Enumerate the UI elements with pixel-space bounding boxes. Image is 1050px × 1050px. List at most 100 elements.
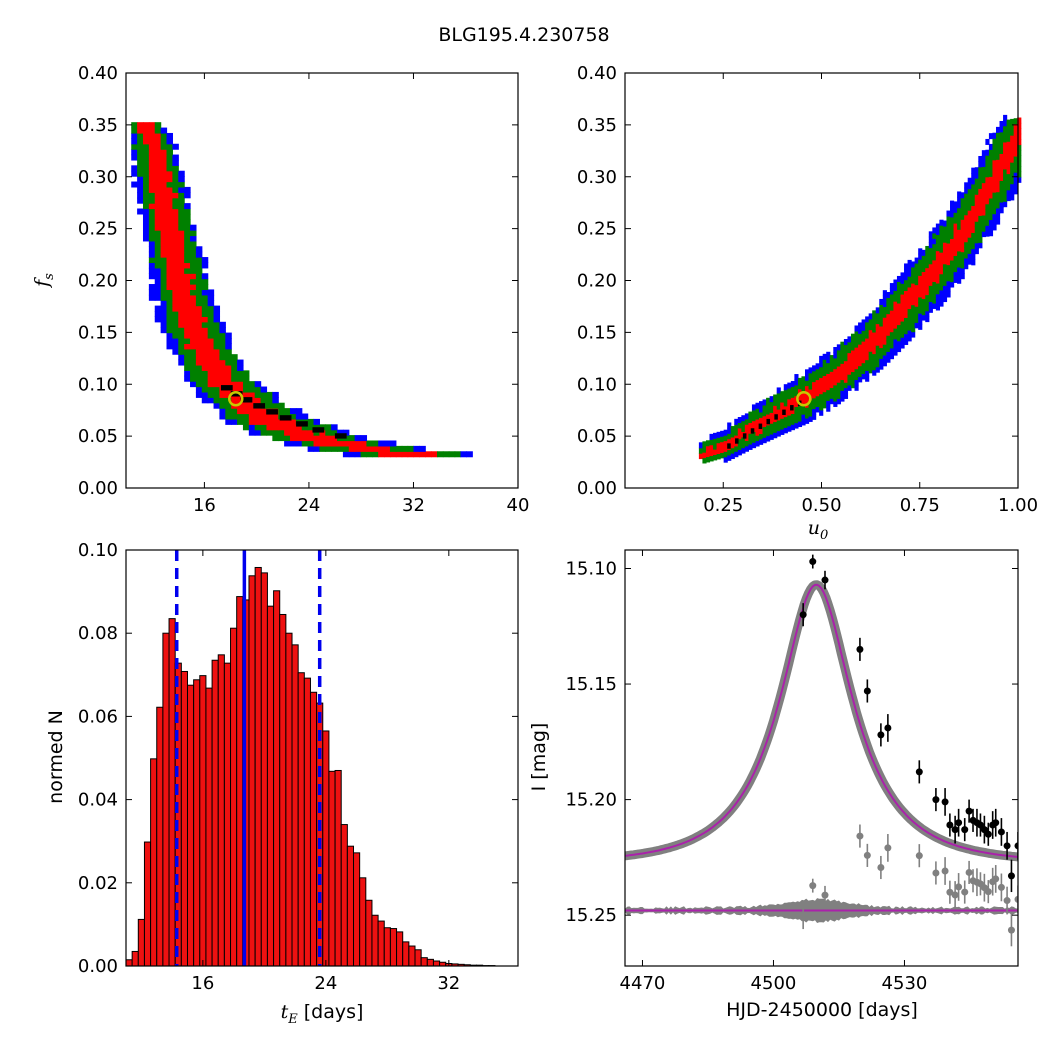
cell-3sigma [854,325,859,332]
cell-3sigma [207,294,215,301]
cell-1sigma [213,359,221,366]
cell-2sigma [932,297,937,304]
cell-2sigma [942,231,948,238]
cell-3sigma [988,133,994,140]
cell-2sigma [201,278,209,285]
cell-2sigma [829,365,834,372]
cell-3sigma [172,348,179,355]
cell-1sigma [843,360,849,367]
cell-2sigma [748,433,753,440]
cell-2sigma [207,305,215,312]
cell-2sigma [896,335,902,342]
cell-2sigma [861,330,866,337]
cell-1sigma [893,317,898,324]
cell-1sigma [904,312,909,318]
cell-2sigma [201,284,209,291]
cell-2sigma [1006,124,1011,131]
cell-2sigma [207,311,215,317]
cell-3sigma [137,208,144,215]
cell-2sigma [971,200,976,207]
cell-2sigma [999,191,1004,198]
cell-2sigma [893,333,898,340]
cell-1sigma [932,259,937,266]
y-tick-label: 15.20 [565,790,617,811]
cell-3sigma [886,292,891,299]
cell-1sigma [148,159,156,166]
cell-2sigma [762,426,767,433]
cell-2sigma [865,321,870,328]
cell-2sigma [184,235,191,242]
cell-1sigma [166,203,173,210]
cell-3sigma [861,319,866,326]
cell-1sigma [172,273,179,280]
cell-2sigma [861,362,866,369]
cell-2sigma [946,269,951,276]
cell-1sigma [858,360,863,367]
cell-3sigma [248,429,256,436]
cell-1sigma [964,214,969,221]
cell-1sigma [154,176,162,183]
cell-2sigma [184,240,191,247]
cell-3sigma [953,271,958,278]
cell-1sigma [154,203,162,210]
cell-2sigma [762,431,767,438]
cell-2sigma [190,230,197,237]
cell-1sigma [971,221,976,228]
cell-3sigma [939,300,944,307]
cell-2sigma [950,232,955,239]
cell-1sigma [160,170,168,177]
cell-3sigma [964,263,969,270]
cell-3sigma [889,353,895,360]
cell-2sigma [195,364,203,371]
cell-1sigma [829,371,834,378]
cell-2sigma [882,311,887,318]
cell-1sigma [395,451,403,458]
cell-3sigma [988,219,994,226]
cell-1sigma [946,259,951,266]
cell-3sigma [801,414,806,421]
cell-3sigma [1006,195,1011,202]
cell-2sigma [967,247,972,254]
cell-1sigma [776,414,781,421]
histogram-bar [359,877,367,967]
cell-1sigma [787,404,792,411]
cell-2sigma [780,418,785,425]
cell-2sigma [759,411,764,418]
cell-2sigma [207,321,215,328]
cell-1sigma [178,262,185,269]
cell-3sigma [932,238,937,245]
cell-1sigma [985,198,990,205]
cell-1sigma [727,438,732,445]
cell-2sigma [918,307,923,314]
cell-2sigma [142,165,150,172]
cell-2sigma [154,246,162,253]
cell-1sigma [921,271,926,278]
cell-1sigma [172,246,179,253]
cell-1sigma [748,427,753,434]
cell-1sigma [213,354,221,361]
cell-1sigma [378,445,385,452]
cell-1sigma [1006,162,1011,169]
cell-1sigma [237,408,244,415]
cell-3sigma [154,289,162,296]
cell-3sigma [272,397,279,404]
cell-2sigma [1017,160,1022,167]
cell-1sigma [935,277,940,284]
cell-3sigma [1010,183,1015,190]
cell-3sigma [759,438,764,445]
cell-3sigma [213,402,221,409]
cell-2sigma [172,186,179,193]
cell-2sigma [826,389,831,396]
cell-3sigma [207,289,215,296]
y-tick-label: 0.08 [78,623,118,644]
cell-2sigma [137,170,144,177]
cell-2sigma [137,165,144,172]
cell-2sigma [142,192,150,199]
cell-1sigma [178,300,185,307]
panel-u0-vs-fs: 0.25 0.50 0.75 1.000.000.050.100.150.200.25… [577,63,1038,543]
cell-1sigma [431,451,438,458]
cell-3sigma [981,231,986,238]
data-point [877,731,885,739]
cell-3sigma [971,178,976,185]
data-point [915,768,923,776]
